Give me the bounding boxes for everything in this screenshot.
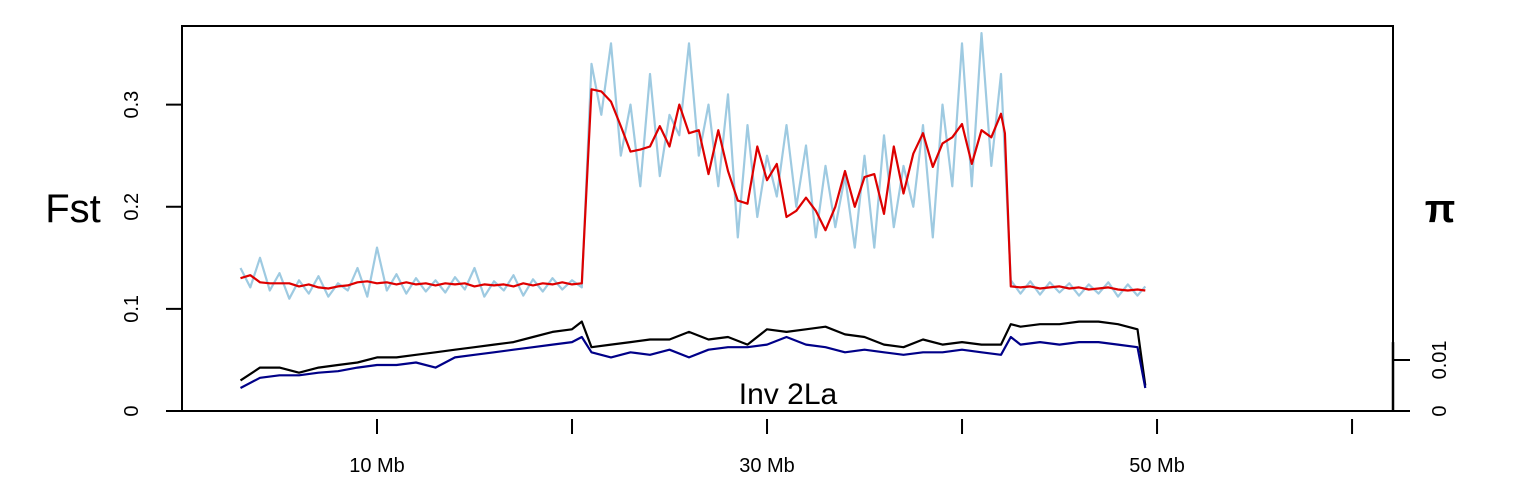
y-axis-right-label: π xyxy=(1425,187,1456,231)
y-right-tick-label: 0 xyxy=(1429,405,1451,416)
y-right-tick-label: 0.01 xyxy=(1429,340,1451,379)
plot-frame xyxy=(181,25,1394,412)
series-line-0 xyxy=(239,31,1147,300)
x-tick-label: 30 Mb xyxy=(739,455,795,477)
series-line-3 xyxy=(239,335,1147,389)
y-left-tick-label: 0.3 xyxy=(121,91,143,119)
x-tick-label: 50 Mb xyxy=(1129,455,1185,477)
y-left-tick-label: 0 xyxy=(121,405,143,416)
y-axis-left-label: Fst xyxy=(45,187,101,231)
series-line-2 xyxy=(239,320,1147,386)
y-left-tick-label: 0.2 xyxy=(121,193,143,221)
inversion-annotation: Inv 2La xyxy=(739,378,838,411)
series-layer xyxy=(239,31,1147,389)
x-tick-label: 10 Mb xyxy=(349,455,405,477)
series-line-1 xyxy=(240,88,1146,292)
axes-layer: 10 Mb 30 Mb 50 Mb 0 0.1 0.2 0.3 0 0.01 xyxy=(121,91,1451,477)
y-left-tick-label: 0.1 xyxy=(121,295,143,323)
